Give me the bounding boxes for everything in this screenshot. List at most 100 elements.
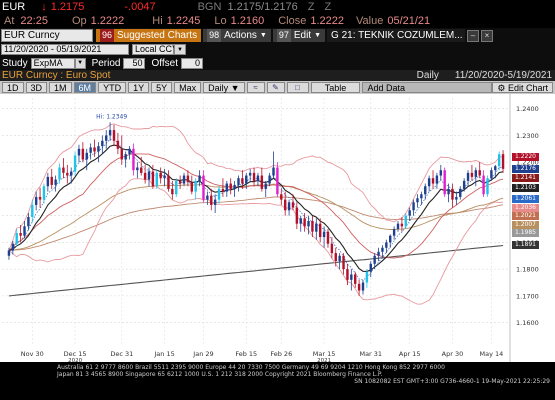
candle-body xyxy=(248,172,252,176)
candle-body xyxy=(124,154,127,160)
minimize-icon[interactable]: – xyxy=(467,29,480,42)
candle-body xyxy=(303,218,306,227)
ema-50-line xyxy=(8,183,504,251)
bgn-label: BGN xyxy=(197,1,222,13)
candle-body xyxy=(85,152,88,160)
period-field[interactable]: 50 xyxy=(123,57,146,69)
candle-body xyxy=(116,140,120,149)
high-annotation: Hi: 1.2349 xyxy=(96,113,127,120)
chevron-down-icon[interactable]: ▼ xyxy=(74,57,86,69)
x-tick-label: Feb 15 xyxy=(235,350,257,358)
period-ytd[interactable]: YTD xyxy=(98,82,127,93)
frequency-select[interactable]: Daily ▼ xyxy=(203,82,245,93)
period-5y[interactable]: 5Y xyxy=(151,82,173,93)
candle-body xyxy=(50,176,53,185)
candle-body xyxy=(38,196,42,200)
ema-fast-line xyxy=(8,138,504,281)
candle-body xyxy=(392,229,396,236)
candle-body xyxy=(143,172,147,180)
study-label: Study xyxy=(2,57,28,69)
offset-field[interactable]: 0 xyxy=(180,57,203,69)
last-value-tag: 1.2176 xyxy=(512,164,539,173)
candle-body xyxy=(486,178,489,195)
edit-button[interactable]: 97 Edit ▼ xyxy=(272,29,326,42)
candle-body xyxy=(315,223,318,232)
candle-body xyxy=(490,170,493,179)
close-icon[interactable]: × xyxy=(481,29,494,42)
chart-range: 11/20/2020-5/19/2021 xyxy=(454,70,552,81)
candle-body xyxy=(202,175,205,200)
period-max[interactable]: Max xyxy=(174,82,202,93)
candle-body xyxy=(326,231,330,244)
candle-body xyxy=(311,221,314,232)
footer: Australia 61 2 9777 8600 Brazil 5511 239… xyxy=(0,362,555,400)
suggested-charts-button[interactable]: 96 Suggested Charts xyxy=(96,29,202,42)
quote-row-1: EUR ↓ 1.2175 -.0047 BGN 1.2175/1.2176 Z … xyxy=(0,0,555,14)
candle-body xyxy=(229,183,232,189)
price-chart[interactable]: 1.24001.23001.22001.21001.20001.19001.18… xyxy=(0,94,555,362)
candle-body xyxy=(400,223,404,227)
candle-body xyxy=(462,180,466,189)
last-value-tag: 1.2061 xyxy=(512,195,539,204)
candle-body xyxy=(361,282,365,291)
x-tick-label: May 14 xyxy=(479,350,503,358)
add-data-button[interactable]: Add Data xyxy=(362,82,493,93)
draw-tool-icon[interactable]: ✎ xyxy=(266,82,285,93)
period-1d[interactable]: 1D xyxy=(2,82,24,93)
security-field[interactable]: EUR Curncy xyxy=(1,29,93,42)
last-value-tag: 1.2220 xyxy=(512,152,539,161)
candle-body xyxy=(19,233,22,236)
edit-chart-label: Edit Chart xyxy=(507,83,549,93)
period-1y[interactable]: 1Y xyxy=(128,82,150,93)
candle-body xyxy=(15,233,18,244)
candle-body xyxy=(69,171,73,176)
candle-body xyxy=(256,175,260,181)
candle-body xyxy=(385,242,388,248)
window-title: G 21: TEKNIK COZUMLEM... xyxy=(327,29,466,42)
candle-body xyxy=(42,186,46,200)
candle-body xyxy=(58,167,61,180)
date-range-field[interactable]: 11/20/2020 - 05/19/2021 xyxy=(1,44,129,55)
candle-body xyxy=(447,188,450,195)
period-6m[interactable]: 6M xyxy=(73,82,97,93)
period-label: Period xyxy=(91,57,121,69)
low-value: 1.2160 xyxy=(230,15,265,27)
zoom-icon[interactable]: □ xyxy=(286,82,309,93)
chevron-down-icon[interactable]: ▼ xyxy=(174,44,186,55)
currency-select[interactable]: Local CCY xyxy=(132,44,178,55)
candle-body xyxy=(178,180,182,184)
candle-body xyxy=(338,255,341,262)
z2-label: Z xyxy=(324,1,332,13)
last-value-tag: 1.1985 xyxy=(512,229,539,238)
candle-body xyxy=(46,176,50,187)
candle-body xyxy=(101,140,104,147)
study-select[interactable]: ExpMA xyxy=(30,57,75,69)
candle-body xyxy=(11,243,15,251)
candle-body xyxy=(81,148,85,160)
open-label: Op xyxy=(71,15,87,27)
close-value: 1.2222 xyxy=(310,15,345,27)
candle-body xyxy=(451,188,454,200)
period-3d[interactable]: 3D xyxy=(25,82,48,93)
last-price: 1.2175 xyxy=(50,1,85,13)
line-chart-icon[interactable]: ≈ xyxy=(246,82,265,93)
x-tick-label: Feb 26 xyxy=(270,350,292,358)
table-button[interactable]: Table xyxy=(310,82,361,93)
candle-body xyxy=(459,188,462,197)
candle-body xyxy=(159,172,162,179)
edit-chart-button[interactable]: ⚙ Edit Chart xyxy=(492,82,554,93)
candle-body xyxy=(478,170,481,176)
candle-body xyxy=(73,155,77,172)
last-value-tag: 1.2036 xyxy=(512,203,539,212)
close-label: Close xyxy=(278,15,307,27)
candle-body xyxy=(23,226,26,236)
low-label: Lo xyxy=(214,15,227,27)
actions-button[interactable]: 98 Actions ▼ xyxy=(203,29,271,42)
x-tick-label: Apr 30 xyxy=(442,350,464,358)
chart-frequency: Daily xyxy=(416,70,439,81)
period-1m[interactable]: 1M xyxy=(49,82,72,93)
candle-body xyxy=(128,148,131,155)
candle-body xyxy=(291,202,295,208)
candle-body xyxy=(34,196,38,205)
ticker: EUR xyxy=(2,1,26,13)
